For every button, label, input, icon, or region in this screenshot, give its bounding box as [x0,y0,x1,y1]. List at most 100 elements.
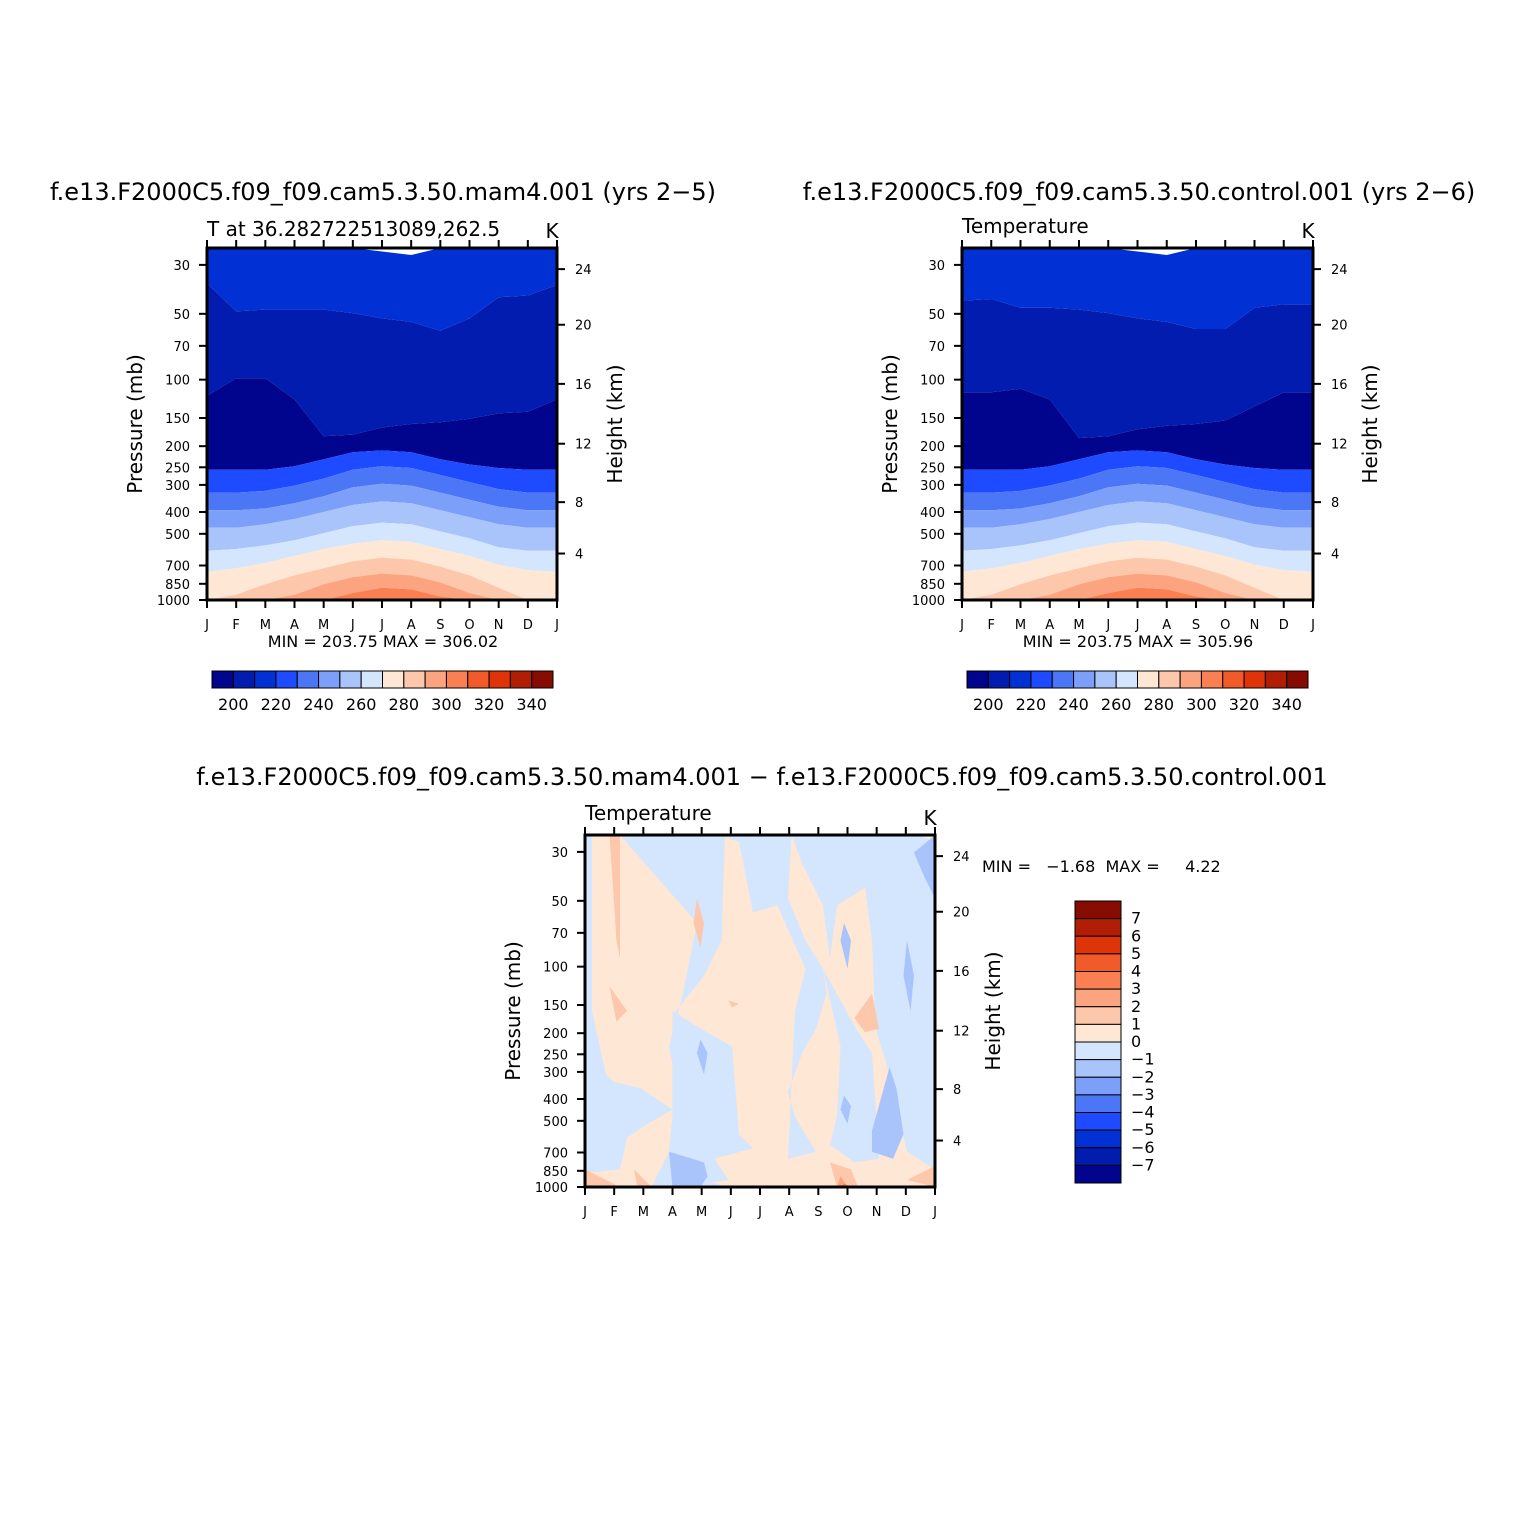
x-tick-label: F [610,1205,617,1220]
colorbar-swatch [488,670,511,689]
pressure-tick-label: 1000 [912,594,945,609]
colorbar-swatch [1030,670,1053,689]
colorbar-label: 7 [1131,909,1141,928]
colorbar-label: 260 [1101,695,1132,714]
height-tick-label: 4 [1331,548,1339,563]
min-max-stats: MIN = 203.75 MAX = 305.96 [1023,632,1253,651]
x-tick-label: N [872,1205,882,1220]
y2-axis-label: Height (km) [981,951,1005,1070]
x-tick-label: J [350,618,355,633]
x-tick-label: M [1073,618,1084,633]
x-tick-label: J [1310,618,1315,633]
contour-band [962,248,1313,329]
x-tick-label: N [494,618,504,633]
top-ticks [206,240,558,248]
pressure-tick-label: 500 [920,528,945,543]
x-tick-label: J [728,1205,733,1220]
x-tick-label: J [1135,618,1140,633]
contour-band [854,993,879,1033]
pressure-tick-label: 30 [928,259,945,274]
colorbar-swatch [1074,1164,1122,1184]
colorbar-swatch [1222,670,1245,689]
colorbar-label: 300 [431,695,462,714]
colorbar-swatch [424,670,447,689]
pressure-tick-label: 700 [165,560,190,575]
contour-band [962,299,1313,439]
contour-band [962,450,1313,493]
contour-band [840,923,851,969]
x-tick-label: O [464,618,474,633]
colorbar-label: 1 [1131,1014,1141,1033]
pressure-tick-label: 100 [165,374,190,389]
colorbar-label: −3 [1131,1085,1155,1104]
colorbar-label: −1 [1131,1050,1155,1069]
contour-band [962,587,1313,600]
contour-band [207,466,557,511]
colorbar-label: −6 [1131,1138,1155,1157]
colorbar-swatch [1074,1094,1122,1113]
contour-band [962,388,1313,470]
x-tick-label: J [757,1205,762,1220]
x-tick-label: A [668,1205,677,1220]
x-tick-label: O [1220,618,1230,633]
colorbar-label: 2 [1131,997,1141,1016]
x-tick-label: J [1105,618,1110,633]
y2-axis-label: Height (km) [1358,364,1382,483]
colorbar-swatch [467,670,490,689]
colorbar-label: 300 [1186,695,1217,714]
colorbar-label: −7 [1131,1155,1155,1174]
units-label: K [545,219,559,243]
contour-band [207,522,557,572]
colorbar-label: 240 [1058,695,1089,714]
height-tick-label: 8 [1331,496,1339,511]
height-tick-label: 24 [1331,263,1348,278]
contour-band [207,283,557,437]
top-ticks [584,827,936,835]
x-tick-label: A [1162,618,1171,633]
pressure-tick-label: 100 [543,961,568,976]
colorbar-swatch [1158,670,1181,689]
colorbar-swatch [1009,670,1032,689]
colorbar-swatch [275,670,298,689]
pressure-tick-label: 400 [920,506,945,521]
colorbar-swatch [1286,670,1309,689]
contour-band [903,940,914,1011]
x-tick-label: M [318,618,329,633]
height-tick-label: 16 [953,965,970,980]
contour-band [585,1169,620,1187]
colorbar-label: 4 [1131,962,1141,981]
panel-control: f.e13.F2000C5.f09_f09.cam5.3.50.control.… [803,178,1476,714]
colorbar-label: 240 [303,695,334,714]
x-tick-label: D [901,1205,911,1220]
contour-fill [962,248,1313,600]
pressure-tick-label: 500 [543,1115,568,1130]
pressure-tick-label: 700 [920,560,945,575]
height-tick-label: 20 [1331,319,1348,334]
x-tick-label: A [407,618,416,633]
contour-band [697,1039,708,1075]
colorbar-swatch [318,670,341,689]
colorbar-swatch [1074,1076,1122,1096]
colorbar-swatch [1074,1147,1122,1166]
colorbar-swatch [382,670,405,689]
pressure-tick-label: 50 [928,308,945,323]
x-tick-label: A [290,618,299,633]
colorbar-swatch [1074,988,1122,1008]
x-tick-label: J [582,1205,587,1220]
colorbar-swatch [339,670,362,689]
colorbar-swatch [360,670,383,689]
units-label: K [923,806,937,830]
pressure-tick-label: 150 [920,412,945,427]
left-label: Temperature [584,801,712,825]
colorbar: 200 220 240 260 280 300 320 340 [211,670,554,714]
contour-band [872,1067,904,1159]
pressure-tick-label: 70 [928,340,945,355]
height-tick-label: 4 [575,548,583,563]
height-tick-label: 24 [575,263,592,278]
height-tick-label: 4 [953,1135,961,1150]
height-tick-label: 8 [575,496,583,511]
top-ticks [961,240,1314,248]
x-tick-label: S [1192,618,1200,633]
